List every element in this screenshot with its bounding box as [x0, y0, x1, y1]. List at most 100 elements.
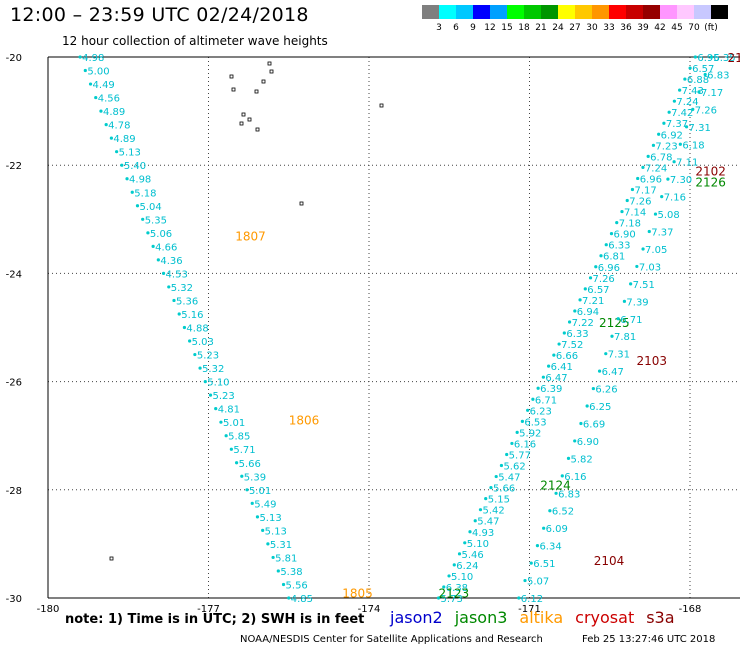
swh-value-label: 5.32 [171, 283, 193, 294]
swh-point [554, 491, 558, 495]
colorbar-label: 42 [654, 23, 666, 33]
swh-point [615, 221, 619, 225]
swh-point [625, 198, 629, 203]
swh-point [641, 247, 645, 251]
swh-point [703, 72, 707, 77]
swh-value-label: 7.22 [572, 318, 594, 329]
swh-point [566, 456, 571, 460]
swh-value-label: 6.83 [558, 489, 580, 500]
pass-id-label: 2126 [695, 175, 726, 189]
swh-point [520, 419, 525, 423]
swh-value-label: 4.98 [82, 53, 104, 64]
swh-value-label: 7.31 [689, 123, 711, 134]
swh-value-label: 6.90 [577, 437, 599, 448]
swh-value-label: 6.12 [521, 594, 543, 605]
swh-value-label: 4.66 [155, 242, 177, 253]
swh-point [266, 542, 270, 546]
pass-id-label: 2124 [540, 478, 571, 492]
swh-value-label: 5.47 [477, 517, 499, 528]
swh-point [104, 123, 108, 127]
swh-value-label: 7.42 [671, 108, 693, 119]
swh-value-label: 7.31 [608, 350, 630, 361]
swh-point [552, 353, 556, 357]
swh-point [657, 132, 661, 136]
swh-value-label: 5.77 [509, 450, 531, 461]
swh-value-label: 7.52 [561, 340, 583, 351]
island-mark [109, 556, 114, 561]
swh-value-label: 6.16 [514, 439, 536, 450]
colorbar-swatch [609, 5, 626, 19]
swh-value-label: 6.92 [661, 130, 683, 141]
swh-point [83, 68, 87, 73]
colorbar-label: 6 [453, 23, 459, 33]
colorbar-label: 36 [620, 23, 632, 33]
swh-value-label: 4.85 [291, 594, 313, 605]
colorbar-label: 27 [569, 23, 581, 33]
swh-value-label: 4.56 [98, 94, 120, 105]
pass-id-label: 1806 [289, 413, 320, 427]
swh-point [177, 312, 181, 316]
swh-value-label: 6.38 [446, 583, 468, 594]
swh-value-label: 6.24 [456, 561, 478, 572]
swh-value-label: 6.94 [577, 307, 599, 318]
swh-value-label: 7.18 [619, 219, 641, 230]
colorbar-label: 24 [552, 23, 564, 33]
swh-value-label: 5.66 [239, 459, 261, 470]
swh-value-label: 6.71 [620, 315, 642, 326]
swh-point [517, 596, 521, 600]
generation-timestamp: Feb 25 13:27:46 UTC 2018 [582, 634, 716, 645]
pass-id-label: 2101 [727, 51, 740, 65]
swh-value-label: 7.17 [634, 185, 656, 196]
colorbar-label: 45 [671, 23, 683, 33]
swh-value-label: 7.21 [582, 296, 604, 307]
footnote: note: 1) Time is in UTC; 2) SWH is in fe… [65, 612, 365, 627]
swh-point [693, 55, 697, 59]
swh-value-label: 7.39 [626, 297, 648, 308]
swh-point [130, 190, 134, 194]
colorbar-swatch [643, 5, 660, 19]
swh-point [683, 77, 687, 81]
swh-value-label: 4.49 [93, 80, 115, 91]
colorbar-swatch [541, 5, 558, 19]
colorbar-swatch [490, 5, 507, 19]
island-mark [255, 127, 260, 132]
swh-point [573, 309, 577, 313]
swh-point [198, 366, 202, 370]
swh-value-label: 5.40 [124, 161, 146, 172]
swh-value-label: 6.57 [692, 64, 714, 75]
swh-point [468, 530, 472, 534]
swh-value-label: 7.26 [629, 197, 651, 208]
swh-point [535, 544, 540, 548]
swh-point [630, 187, 635, 192]
swh-point [529, 561, 533, 565]
swh-point [463, 541, 467, 545]
swh-value-label: 6.33 [566, 329, 588, 340]
swh-point [536, 386, 540, 390]
swh-value-label: 7.23 [655, 141, 677, 152]
swh-point [255, 515, 260, 519]
swh-point [281, 582, 286, 587]
colorbar-label: (ft) [704, 23, 718, 33]
swh-value-label: 5.00 [87, 67, 109, 78]
colorbar-swatch [422, 5, 439, 19]
swh-point [646, 154, 650, 158]
swh-point [484, 497, 488, 501]
swh-point [585, 404, 589, 408]
colorbar-swatch [626, 5, 643, 19]
island-mark [379, 103, 384, 108]
swh-value-label: 5.31 [270, 540, 292, 551]
island-mark [239, 121, 244, 126]
swh-point [94, 95, 98, 100]
swh-value-label: 5.06 [150, 229, 172, 240]
swh-value-label: 6.18 [682, 140, 704, 151]
swh-point [560, 474, 564, 478]
swh-value-label: 5.18 [134, 188, 156, 199]
swh-value-label: 7.81 [614, 332, 636, 343]
swh-value-label: 5.92 [519, 428, 541, 439]
swh-value-label: 5.13 [119, 148, 141, 159]
swh-value-label: 7.26 [695, 105, 717, 116]
swh-point [541, 375, 545, 379]
pass-id-label: 2123 [439, 587, 470, 601]
swh-value-label: 6.39 [540, 384, 562, 395]
swh-point [161, 271, 166, 275]
